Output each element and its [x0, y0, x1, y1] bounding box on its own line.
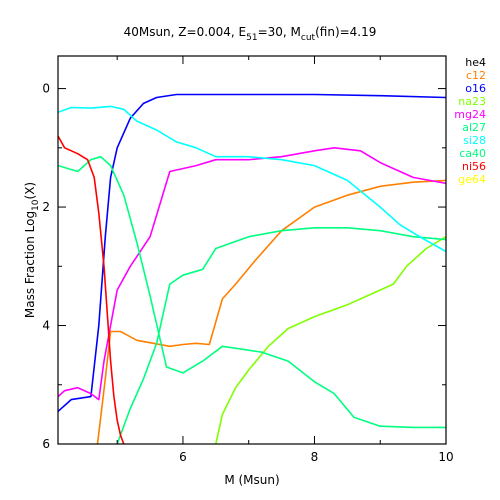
x-tick-label: 10	[438, 450, 453, 464]
axis-ticks: 6 8 10 0 2 4 6	[42, 56, 454, 464]
y-tick-label: 4	[42, 319, 50, 333]
legend-entry-mg24: mg24	[454, 108, 486, 121]
legend-entry-ca40: ca40	[459, 147, 486, 160]
series-lines	[58, 93, 446, 444]
series-line-o16	[58, 93, 446, 412]
series-line-na23	[215, 236, 446, 444]
series-line-mg24	[58, 147, 446, 401]
legend-entry-ge64: ge64	[458, 173, 486, 186]
legend-entry-al27: al27	[462, 121, 486, 134]
legend-entry-c12: c12	[466, 69, 486, 82]
legend-entry-si28: si28	[463, 134, 486, 147]
x-tick-label: 8	[311, 450, 319, 464]
series-line-ni56	[58, 135, 125, 444]
x-tick-label: 6	[179, 450, 187, 464]
x-axis-label: M (Msun)	[224, 473, 279, 487]
legend-entry-na23: na23	[458, 95, 486, 108]
series-line-c12	[96, 179, 446, 444]
chart-title: 40Msun, Z=0.004, E51=30, Mcut(fin)=4.19	[124, 25, 377, 43]
series-line-si28	[58, 105, 446, 253]
series-line-ca40	[58, 155, 446, 429]
y-tick-label: 6	[42, 437, 50, 451]
plot-frame	[57, 55, 447, 445]
y-tick-label: 2	[42, 200, 50, 214]
y-axis-label: Mass Fraction Log10(X)	[23, 182, 41, 318]
legend-entry-ni56: ni56	[462, 160, 486, 173]
series-line-al27	[116, 227, 446, 444]
legend-entry-o16: o16	[465, 82, 486, 95]
y-tick-label: 0	[42, 82, 50, 96]
legend-entry-he4: he4	[465, 56, 486, 69]
